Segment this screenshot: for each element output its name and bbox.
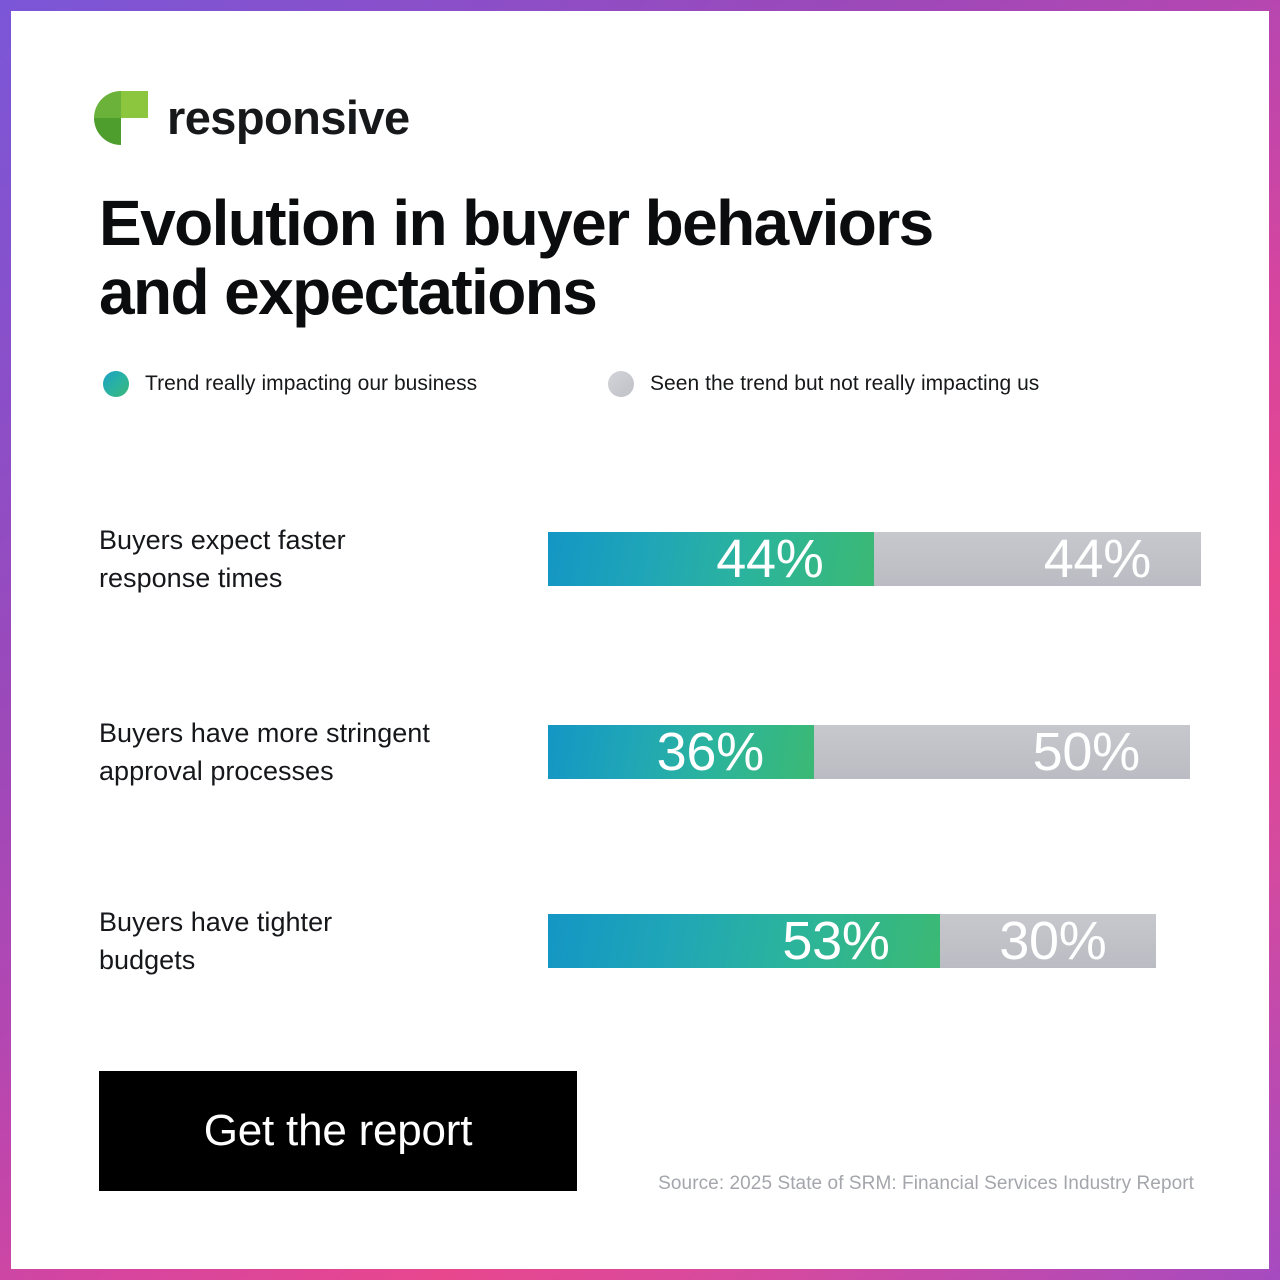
chart-row-bars: 36% 50%: [548, 725, 1203, 779]
legend-label-impacting: Trend really impacting our business: [145, 372, 478, 395]
bar-segment-impacting: 36%: [548, 725, 814, 779]
bar-value-not-impacting: 50%: [1032, 722, 1141, 782]
page-title-line-1: Evolution in buyer behaviors: [99, 187, 934, 259]
chart-row-label-line-2: budgets: [99, 945, 196, 975]
chart-legend: Trend really impacting our business Seen…: [103, 371, 1039, 397]
chart-row-bars: 53% 30%: [548, 914, 1203, 968]
legend-item-not-impacting: Seen the trend but not really impacting …: [608, 371, 1039, 397]
brand-logo: responsive: [93, 89, 410, 145]
bar-value-impacting: 36%: [656, 722, 765, 782]
chart-row-bars: 44% 44%: [548, 532, 1203, 586]
bar-value-not-impacting: 30%: [999, 911, 1107, 971]
chart-row-label-line-2: response times: [99, 563, 283, 593]
get-the-report-button[interactable]: Get the report: [99, 1071, 577, 1191]
page-title-line-2: and expectations: [99, 256, 598, 329]
legend-swatch-teal-icon: [103, 371, 129, 397]
chart-row-label-line-2: approval processes: [99, 756, 334, 786]
infographic-card: responsive Evolution in buyer behaviors …: [11, 11, 1269, 1269]
source-citation: Source: 2025 State of SRM: Financial Ser…: [658, 1173, 1194, 1194]
bar-value-not-impacting: 44%: [1043, 529, 1152, 589]
chart-row-label-line-1: Buyers have more stringent: [99, 717, 430, 748]
bar-segment-impacting: 53%: [548, 914, 940, 968]
chart-row-label: Buyers have tighter budgets: [99, 903, 548, 980]
chart-row-label: Buyers expect faster response times: [99, 521, 548, 598]
bar-value-impacting: 53%: [782, 911, 890, 971]
page-title: Evolution in buyer behaviors and expecta…: [99, 187, 1079, 329]
bar-segment-not-impacting: 44%: [873, 529, 1202, 589]
bar-value-impacting: 44%: [716, 529, 824, 589]
bar-segment-not-impacting: 50%: [813, 722, 1190, 782]
chart-row-label: Buyers have more stringent approval proc…: [99, 714, 548, 791]
bar-segment-not-impacting: 30%: [939, 911, 1157, 971]
chart-row-label-line-1: Buyers have tighter: [99, 906, 333, 937]
stacked-bar-chart: Buyers expect faster response times 44% …: [99, 466, 1203, 1040]
chart-row: Buyers expect faster response times 44% …: [99, 466, 1203, 652]
chart-row-label-line-1: Buyers expect faster: [99, 524, 346, 555]
brand-wordmark: responsive: [167, 90, 410, 144]
chart-row: Buyers have more stringent approval proc…: [99, 662, 1203, 842]
bar-segment-impacting: 44%: [548, 532, 874, 586]
chart-row: Buyers have tighter budgets 53% 30%: [99, 852, 1203, 1030]
legend-label-not-impacting: Seen the trend but not really impacting …: [650, 372, 1040, 395]
responsive-leaf-logo-icon: [93, 89, 149, 145]
legend-item-impacting: Trend really impacting our business: [103, 371, 608, 397]
legend-swatch-gray-icon: [608, 371, 634, 397]
